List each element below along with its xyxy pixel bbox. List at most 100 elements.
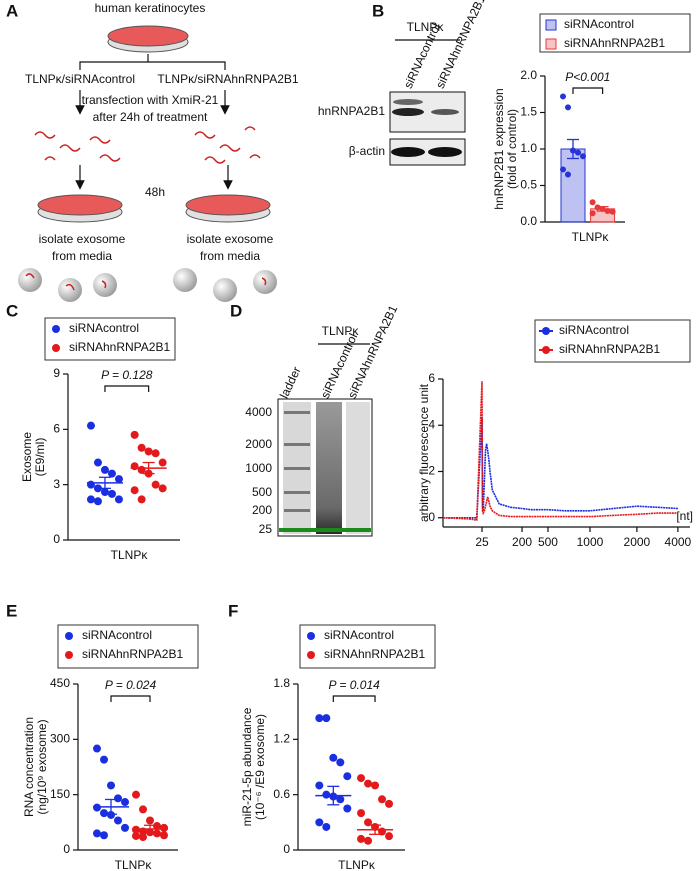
data-point	[343, 804, 352, 813]
trace	[442, 381, 678, 522]
legend-swatch	[545, 19, 557, 31]
data-point	[329, 792, 338, 801]
data-point	[93, 458, 102, 467]
data-point	[357, 834, 366, 843]
p-value: P = 0.128	[101, 368, 153, 382]
diagram-text: isolate exosome	[187, 232, 274, 246]
y-tick-label: 450	[50, 676, 70, 690]
data-point	[329, 753, 338, 762]
data-point	[336, 795, 345, 804]
y-tick-label: 6	[53, 422, 60, 436]
data-point	[158, 458, 167, 467]
legend-swatch	[545, 38, 557, 50]
legend-box	[299, 624, 436, 669]
y-axis-label: (fold of control)	[505, 109, 519, 189]
diagram-text: from media	[200, 249, 260, 263]
data-point	[336, 758, 345, 767]
data-point	[107, 810, 115, 819]
data-point	[114, 475, 123, 484]
x-tick-label: TLNPκ	[111, 548, 149, 562]
data-point	[151, 480, 160, 489]
data-point	[137, 495, 146, 504]
data-point	[107, 781, 115, 790]
mirna-icon	[194, 126, 261, 164]
size-label: 4000	[245, 405, 272, 419]
data-point	[315, 781, 324, 790]
marker-band	[279, 528, 371, 532]
dish	[37, 194, 123, 216]
legend-marker	[65, 651, 73, 659]
y-axis-label: (ng/10⁹ exosome)	[35, 719, 49, 814]
data-point	[86, 421, 95, 430]
x-tick-label: 1000	[577, 535, 604, 549]
size-label: 25	[259, 522, 273, 536]
panel-label: C	[6, 301, 18, 320]
western-blot: TLNPκ siRNAcontrol siRNAhnRNPA2B1 hnRNPA…	[318, 0, 488, 166]
data-point	[357, 809, 366, 818]
y-axis-label: (E9/ml)	[33, 438, 47, 477]
legend-label: siRNAcontrol	[69, 321, 139, 335]
x-tick-label: TLNPκ	[338, 858, 376, 871]
legend-marker	[65, 632, 73, 640]
data-point	[594, 204, 601, 211]
data-point	[604, 208, 611, 215]
data-point	[137, 443, 146, 452]
gel-lane	[346, 402, 370, 534]
legend-marker	[542, 346, 550, 354]
band	[391, 147, 425, 157]
data-point	[100, 831, 108, 840]
y-axis-label: hnRNP2B1 expression	[492, 88, 506, 209]
legend-box	[534, 319, 691, 363]
diagram-text: TLNPκ/siRNAhnRNPA2B1	[157, 72, 298, 86]
data-point	[609, 208, 616, 215]
significance-bracket	[572, 87, 604, 94]
data-point	[121, 798, 129, 807]
exosomes	[18, 268, 277, 302]
size-label: 200	[252, 503, 272, 517]
data-point	[575, 149, 581, 156]
p-value: P = 0.014	[329, 678, 381, 692]
x-tick-label: TLNPκ	[572, 230, 610, 244]
legend-label: siRNAhnRNPA2B1	[82, 647, 183, 661]
data-point	[139, 827, 147, 836]
bar	[560, 148, 586, 223]
size-label: 1000	[245, 461, 272, 475]
data-point	[565, 171, 571, 178]
data-point	[139, 805, 147, 814]
significance-bracket	[104, 385, 150, 392]
legend-box	[44, 317, 176, 361]
y-tick-label: 0	[428, 510, 435, 524]
data-point	[589, 199, 596, 206]
row-label: hnRNPA2B1	[318, 104, 385, 118]
y-tick-label: 150	[50, 787, 70, 801]
data-point	[385, 799, 394, 808]
y-axis-label: (10⁻⁶ /E9 exosome)	[253, 714, 267, 820]
legend-label: siRNAhnRNPA2B1	[559, 342, 660, 356]
legend-marker	[52, 325, 60, 333]
y-tick-label: 1.5	[520, 105, 537, 119]
size-label: 500	[252, 485, 272, 499]
y-tick-label: 3	[53, 477, 60, 491]
band	[428, 147, 462, 157]
legend-marker	[307, 651, 315, 659]
data-point	[357, 774, 366, 783]
panel-label: B	[372, 1, 384, 20]
data-point	[100, 488, 109, 497]
y-tick-label: 0	[63, 842, 70, 856]
y-axis-label: arbitrary fluorescence unit	[417, 383, 431, 522]
x-tick-label: 25	[475, 535, 489, 549]
diagram-text: 48h	[145, 185, 165, 199]
mirna-icon	[34, 131, 121, 162]
data-point	[565, 104, 571, 111]
x-tick-label: 500	[538, 535, 558, 549]
diagram-text: isolate exosome	[39, 232, 126, 246]
data-point	[144, 447, 153, 456]
data-point	[378, 795, 387, 804]
data-point	[137, 465, 146, 474]
significance-bracket	[332, 695, 376, 702]
band	[392, 108, 424, 116]
data-point	[570, 147, 576, 154]
data-point	[114, 816, 122, 825]
data-point	[385, 832, 394, 841]
legend-label: siRNAhnRNPA2B1	[69, 340, 170, 354]
